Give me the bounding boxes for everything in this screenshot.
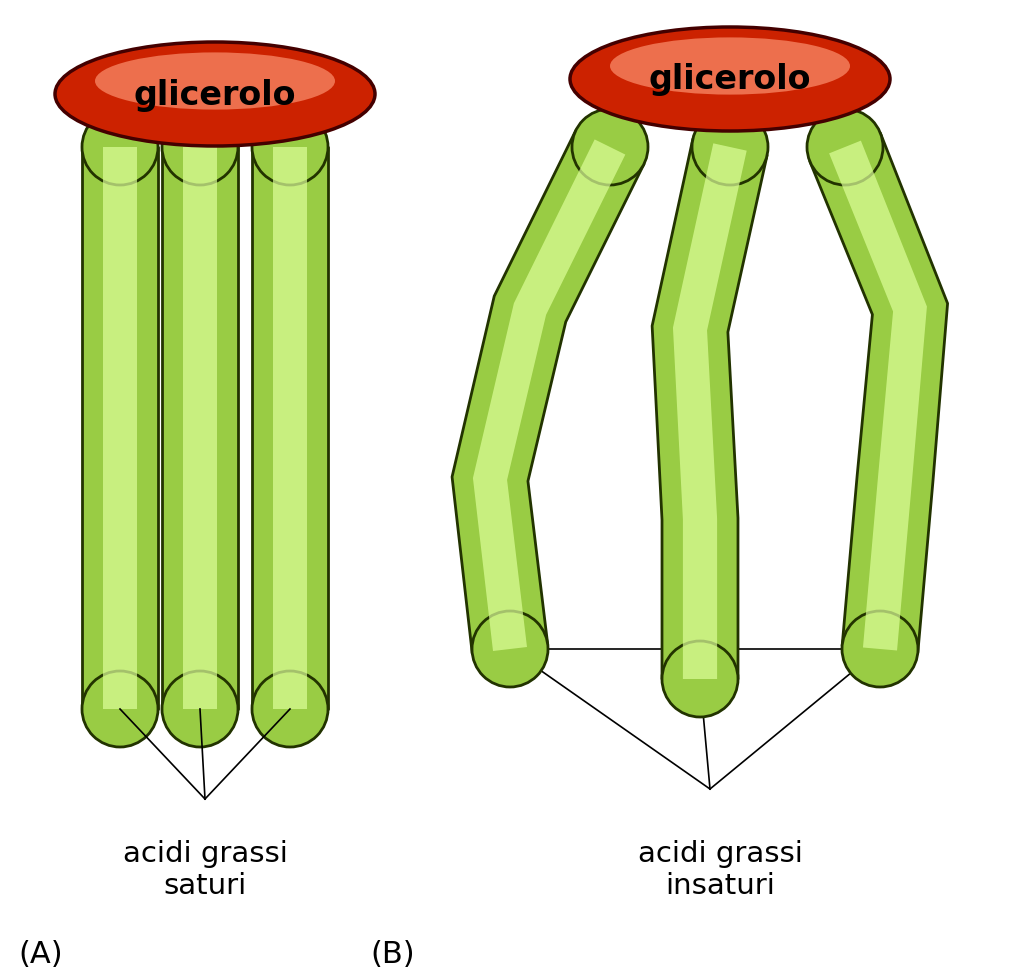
- Polygon shape: [673, 144, 746, 680]
- Circle shape: [472, 611, 548, 688]
- Circle shape: [807, 110, 883, 186]
- Circle shape: [82, 110, 158, 186]
- Text: (B): (B): [370, 939, 415, 968]
- Text: acidi grassi: acidi grassi: [123, 839, 288, 867]
- Polygon shape: [810, 134, 947, 652]
- Polygon shape: [452, 131, 644, 653]
- Text: glicerolo: glicerolo: [649, 64, 811, 97]
- Text: glicerolo: glicerolo: [134, 78, 296, 111]
- Circle shape: [662, 642, 738, 717]
- Text: saturi: saturi: [164, 871, 247, 899]
- Text: (A): (A): [18, 939, 62, 968]
- Polygon shape: [652, 140, 767, 680]
- Text: insaturi: insaturi: [665, 871, 775, 899]
- Circle shape: [162, 110, 238, 186]
- Circle shape: [572, 110, 648, 186]
- Text: acidi grassi: acidi grassi: [638, 839, 803, 867]
- Polygon shape: [183, 148, 217, 709]
- Circle shape: [162, 671, 238, 747]
- Circle shape: [252, 110, 328, 186]
- Circle shape: [82, 671, 158, 747]
- Polygon shape: [473, 140, 626, 651]
- Ellipse shape: [55, 43, 375, 147]
- Circle shape: [842, 611, 918, 688]
- Circle shape: [692, 110, 768, 186]
- Polygon shape: [102, 148, 137, 709]
- Polygon shape: [162, 148, 238, 709]
- Polygon shape: [829, 142, 927, 650]
- Polygon shape: [252, 148, 328, 709]
- Circle shape: [252, 671, 328, 747]
- Polygon shape: [82, 148, 158, 709]
- Ellipse shape: [95, 54, 335, 111]
- Polygon shape: [273, 148, 307, 709]
- Ellipse shape: [570, 28, 890, 132]
- Ellipse shape: [610, 38, 850, 96]
